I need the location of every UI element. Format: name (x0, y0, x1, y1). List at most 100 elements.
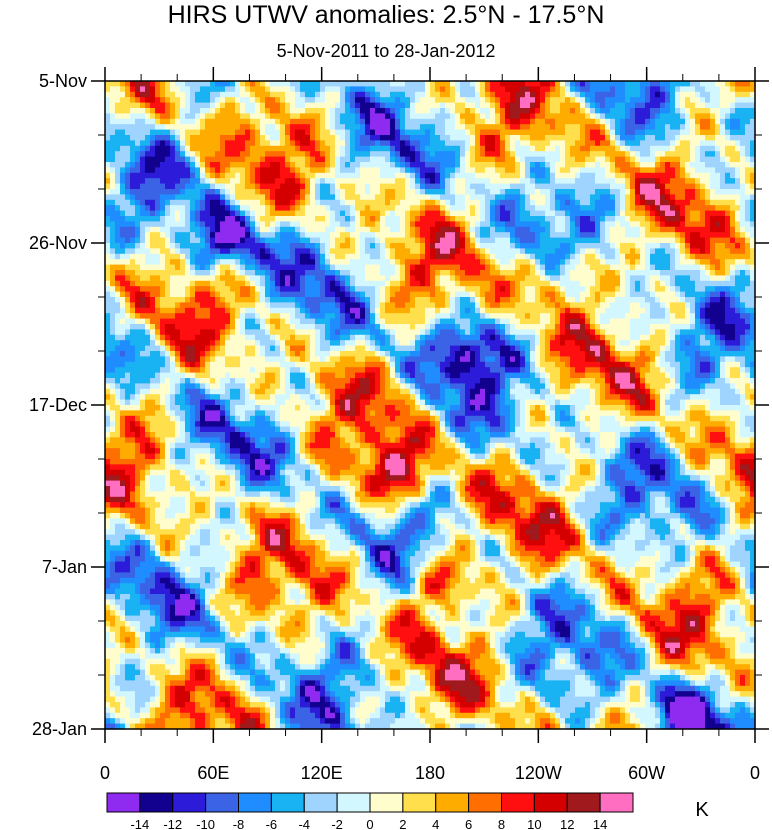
heatmap-cell (650, 102, 656, 109)
heatmap-cell (700, 145, 706, 152)
heatmap-cell (730, 189, 736, 195)
heatmap-cell (230, 243, 236, 249)
heatmap-cell (325, 151, 331, 158)
heatmap-cell (695, 216, 701, 222)
heatmap-cell (455, 162, 461, 168)
heatmap-cell (655, 232, 661, 239)
heatmap-cell (490, 216, 496, 222)
heatmap-cell (575, 189, 581, 195)
heatmap-cell (450, 183, 456, 190)
heatmap-cell (155, 216, 161, 222)
heatmap-cell (750, 91, 756, 98)
heatmap-cell (565, 113, 571, 120)
heatmap-cell (355, 189, 361, 195)
heatmap-cell (315, 210, 321, 217)
heatmap-cell (150, 216, 156, 222)
heatmap-cell (680, 237, 686, 244)
heatmap-cell (680, 183, 686, 190)
heatmap-cell (640, 253, 646, 260)
heatmap-cell (585, 124, 591, 131)
heatmap-cell (245, 286, 251, 293)
heatmap-cell (345, 194, 351, 201)
heatmap-cell (140, 97, 146, 104)
heatmap-cell (165, 97, 171, 104)
heatmap-cell (605, 145, 611, 152)
heatmap-cell (125, 226, 131, 233)
heatmap-cell (600, 237, 606, 244)
heatmap-cell (430, 118, 436, 125)
heatmap-cell (685, 237, 691, 244)
heatmap-cell (105, 253, 111, 260)
heatmap-cell (475, 264, 481, 271)
heatmap-cell (365, 178, 371, 185)
heatmap-cell (465, 275, 471, 282)
heatmap-cell (155, 264, 161, 271)
heatmap-cell (235, 286, 241, 293)
heatmap-cell (155, 124, 161, 131)
heatmap-cell (230, 102, 236, 109)
heatmap-cell (185, 86, 191, 93)
heatmap-cell (575, 172, 581, 179)
heatmap-cell (300, 167, 306, 174)
heatmap-cell (345, 91, 351, 98)
heatmap-cell (215, 226, 221, 233)
heatmap-cell (510, 270, 516, 276)
heatmap-cell (430, 140, 436, 147)
heatmap-cell (425, 178, 431, 185)
heatmap-cell (380, 108, 386, 114)
heatmap-cell (435, 145, 441, 152)
heatmap-cell (355, 178, 361, 185)
heatmap-cell (440, 118, 446, 125)
heatmap-cell (195, 189, 201, 195)
heatmap-cell (695, 264, 701, 271)
heatmap-cell (590, 178, 596, 185)
heatmap-cell (555, 172, 561, 179)
heatmap-cell (565, 151, 571, 158)
heatmap-cell (345, 183, 351, 190)
heatmap-cell (625, 129, 631, 136)
heatmap-cell (465, 86, 471, 93)
heatmap-cell (550, 248, 556, 255)
heatmap-cell (590, 172, 596, 179)
heatmap-cell (225, 280, 231, 287)
heatmap-cell (415, 135, 421, 141)
heatmap-cell (420, 113, 426, 120)
heatmap-cell (185, 194, 191, 201)
heatmap-cell (295, 232, 301, 239)
heatmap-cell (435, 140, 441, 147)
heatmap-cell (160, 221, 166, 228)
heatmap-cell (170, 86, 176, 93)
heatmap-cell (580, 199, 586, 206)
heatmap-cell (240, 253, 246, 260)
heatmap-cell (345, 178, 351, 185)
heatmap-cell (450, 145, 456, 152)
heatmap-cell (735, 248, 741, 255)
heatmap-cell (510, 237, 516, 244)
heatmap-cell (695, 167, 701, 174)
heatmap-cell (635, 162, 641, 168)
heatmap-cell (735, 124, 741, 131)
heatmap-cell (175, 151, 181, 158)
heatmap-cell (675, 172, 681, 179)
heatmap-cell (195, 183, 201, 190)
heatmap-cell (435, 221, 441, 228)
heatmap-cell (715, 280, 721, 287)
heatmap-cell (105, 135, 111, 141)
heatmap-cell (700, 275, 706, 282)
heatmap-cell (705, 135, 711, 141)
heatmap-cell (420, 135, 426, 141)
heatmap-cell (585, 253, 591, 260)
heatmap-cell (305, 145, 311, 152)
heatmap-cell (330, 162, 336, 168)
heatmap-cell (660, 86, 666, 93)
heatmap-cell (145, 91, 151, 98)
heatmap-cell (315, 162, 321, 168)
heatmap-cell (615, 226, 621, 233)
heatmap-cell (385, 162, 391, 168)
heatmap-cell (645, 113, 651, 120)
heatmap-cell (615, 91, 621, 98)
heatmap-cell (340, 286, 346, 293)
heatmap-cell (400, 205, 406, 212)
heatmap-cell (135, 162, 141, 168)
heatmap-cell (125, 156, 131, 163)
